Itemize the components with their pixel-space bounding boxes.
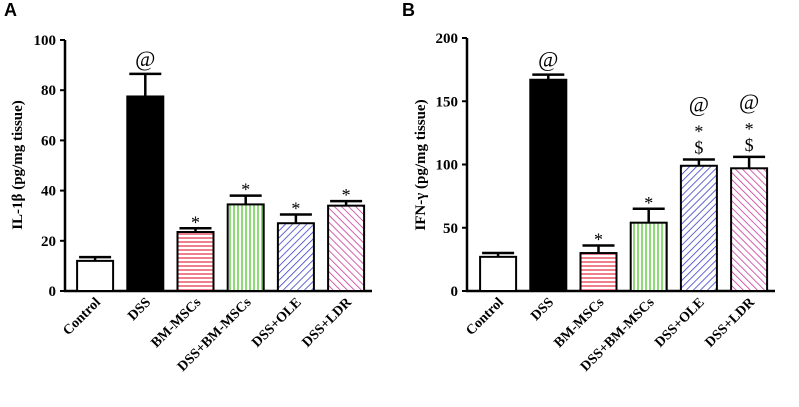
bar bbox=[327, 204, 366, 292]
y-tick-label: 80 bbox=[41, 83, 56, 99]
significance-marker: * bbox=[694, 121, 703, 141]
category-label: DSS+OLE bbox=[652, 295, 707, 350]
significance-marker: $ bbox=[745, 135, 754, 155]
bar bbox=[176, 231, 215, 292]
y-tick-label: 0 bbox=[49, 284, 57, 300]
panel-b: B IFN-γ (pg/mg tissue) 0 50 100 150 200 Contr… bbox=[402, 0, 775, 375]
category-label: Control bbox=[463, 295, 507, 339]
significance-marker: @ bbox=[689, 91, 709, 116]
y-tick-label: 20 bbox=[41, 234, 56, 250]
significance-marker: @ bbox=[739, 89, 759, 114]
bar bbox=[126, 95, 165, 292]
significance-marker: * bbox=[291, 198, 300, 218]
y-tick-label: 100 bbox=[34, 33, 57, 49]
category-label: DSS bbox=[528, 295, 557, 324]
significance-marker: * bbox=[644, 193, 653, 213]
significance-marker: * bbox=[191, 212, 200, 232]
bar bbox=[479, 255, 518, 292]
significance-marker: * bbox=[241, 180, 250, 200]
significance-marker: * bbox=[594, 229, 603, 249]
y-tick-label: 60 bbox=[41, 133, 56, 149]
bar bbox=[276, 222, 315, 292]
y-tick-label: 0 bbox=[451, 284, 459, 300]
y-tick-label: 100 bbox=[436, 158, 459, 174]
y-axis-title: IFN-γ (pg/mg tissue) bbox=[413, 99, 429, 230]
panel-a: A IL-1β (pg/mg tissue) 0 20 40 60 80 100 Contr… bbox=[4, 0, 372, 375]
y-tick-label: 50 bbox=[443, 221, 458, 237]
panel-letter: B bbox=[402, 0, 415, 20]
significance-marker: * bbox=[342, 185, 351, 205]
significance-marker: $ bbox=[694, 137, 703, 157]
bar bbox=[629, 221, 668, 292]
category-label: Control bbox=[60, 295, 104, 339]
category-label: DSS+OLE bbox=[249, 295, 304, 350]
category-label: DSS bbox=[125, 295, 154, 324]
category-label: DSS+LDR bbox=[703, 295, 759, 351]
panel-letter: A bbox=[4, 0, 17, 20]
bar bbox=[226, 203, 265, 292]
bar bbox=[579, 252, 618, 293]
bar bbox=[529, 78, 568, 293]
significance-marker: @ bbox=[538, 47, 558, 72]
y-tick-label: 150 bbox=[436, 94, 459, 110]
y-tick-label: 40 bbox=[41, 184, 56, 200]
bar bbox=[679, 164, 718, 292]
category-label: DSS+LDR bbox=[300, 295, 356, 351]
y-axis-title: IL-1β (pg/mg tissue) bbox=[10, 100, 26, 230]
significance-marker: * bbox=[745, 119, 754, 139]
bar bbox=[730, 167, 769, 292]
bar bbox=[76, 259, 115, 293]
y-tick-label: 200 bbox=[436, 31, 459, 47]
significance-marker: @ bbox=[135, 46, 155, 71]
